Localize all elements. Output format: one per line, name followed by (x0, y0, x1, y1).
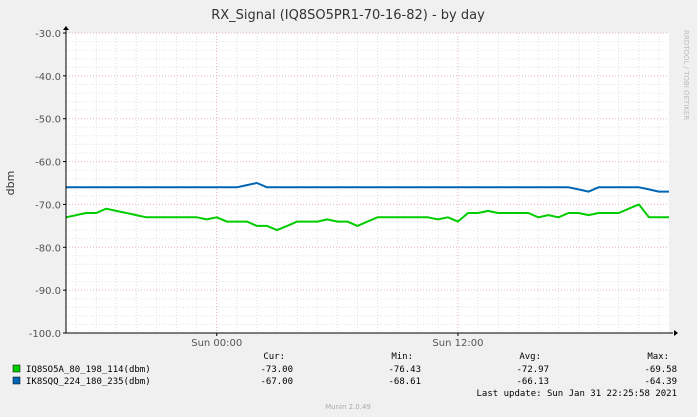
legend-header-min: Min: (391, 352, 413, 362)
grid (66, 32, 669, 334)
y-tick-label: -30.0 (35, 29, 61, 40)
side-watermark: RRDTOOL / TOBI OETIKER (682, 30, 690, 120)
y-axis-arrow (63, 26, 69, 30)
legend-max-2: -64.39 (644, 377, 677, 387)
x-tick-label: Sun 00:00 (191, 338, 242, 349)
x-tick-label: Sun 12:00 (432, 338, 483, 349)
legend-header-cur: Cur: (263, 352, 285, 362)
legend: Cur: Min: Avg: Max: IQ8SO5A_80_198_114(d… (12, 352, 677, 399)
legend-avg-1: -72.97 (516, 365, 549, 375)
legend-header-max: Max: (647, 352, 669, 362)
y-ticks: -30.0 -40.0 -50.0 -60.0 -70.0 -80.0 -90.0 -100.… (29, 29, 66, 340)
series-line-1 (65, 203, 669, 232)
legend-swatch-2 (12, 376, 21, 385)
y-tick-label: -90.0 (35, 286, 61, 297)
legend-max-1: -69.58 (644, 365, 677, 375)
x-ticks: Sun 00:00 Sun 12:00 (191, 333, 483, 349)
y-tick-label: -70.0 (35, 200, 61, 211)
legend-min-1: -76.43 (388, 365, 421, 375)
y-axis-label: dbm (4, 171, 17, 196)
legend-name-2: IK8SQQ_224_180_235(dbm) (26, 377, 151, 387)
y-tick-label: -100.0 (29, 329, 61, 340)
legend-min-2: -68.61 (388, 377, 421, 387)
legend-header-avg: Avg: (519, 352, 541, 362)
y-tick-label: -80.0 (35, 243, 61, 254)
x-axis-arrow (674, 330, 678, 336)
y-tick-label: -50.0 (35, 115, 61, 126)
legend-avg-2: -66.13 (516, 377, 549, 387)
footer: Munin 2.0.49 (325, 403, 371, 411)
last-update: Last update: Sun Jan 31 22:25:58 2021 (477, 389, 677, 399)
chart-title: RX_Signal (IQ8SO5PR1-70-16-82) - by day (211, 8, 485, 23)
y-tick-label: -60.0 (35, 158, 61, 169)
series-lines (65, 182, 669, 232)
y-tick-label: -40.0 (35, 72, 61, 83)
legend-name-1: IQ8SO5A_80_198_114(dbm) (26, 365, 151, 375)
series-line-2 (66, 182, 669, 193)
legend-cur-2: -67.00 (260, 377, 293, 387)
plot-area (66, 33, 669, 333)
legend-cur-1: -73.00 (260, 365, 293, 375)
legend-swatch-1 (12, 364, 21, 373)
